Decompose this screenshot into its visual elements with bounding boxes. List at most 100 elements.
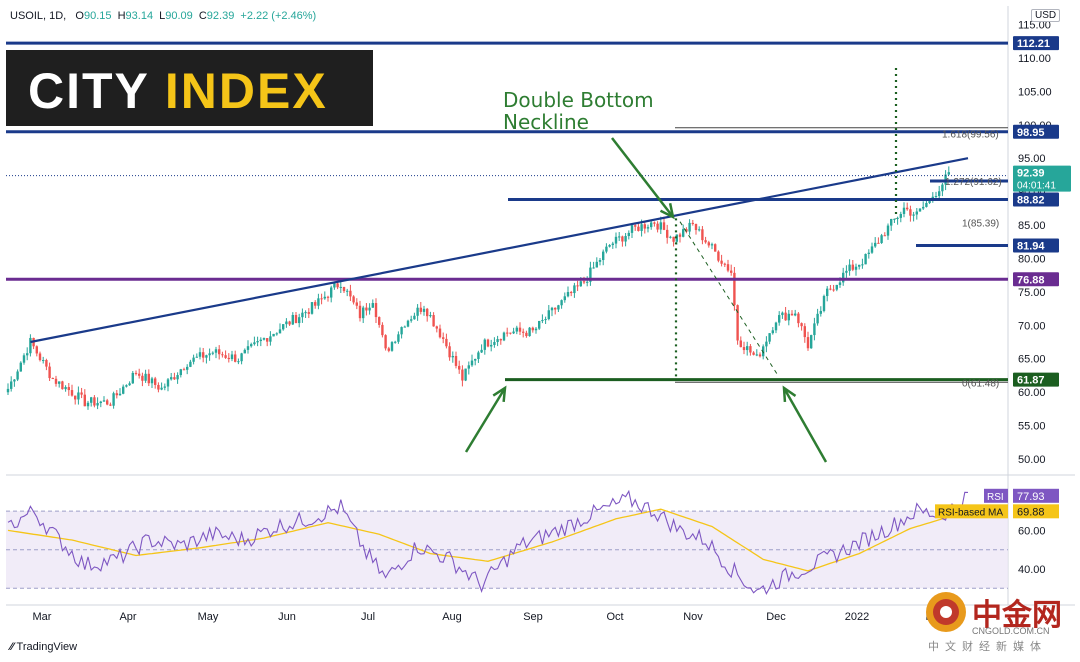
candle-body [234, 354, 237, 362]
candle-body [298, 317, 301, 324]
candle-body [698, 229, 701, 231]
candle-body [435, 326, 438, 329]
candle-body [42, 360, 45, 362]
candle-body [304, 312, 307, 314]
logo-word-index: INDEX [164, 63, 328, 119]
price-axis-tick: 55.00 [1018, 421, 1046, 433]
level-badge [1013, 372, 1059, 387]
candle-body [138, 373, 141, 376]
candle-body [733, 272, 736, 306]
candle-body [515, 327, 518, 332]
candle-body [592, 267, 595, 269]
candle-body [371, 303, 374, 308]
candle-body [534, 328, 538, 331]
candle-body [96, 403, 99, 406]
candle-body [707, 242, 710, 246]
level-badge [1013, 238, 1059, 253]
candle-body [714, 244, 717, 252]
candle-body [429, 315, 432, 317]
candle-body [938, 191, 941, 197]
candle-body [381, 324, 384, 336]
candle-body [160, 387, 163, 390]
candle-body [720, 260, 723, 264]
candle-body [755, 354, 758, 356]
candle-body [730, 270, 733, 273]
time-axis-label: Jul [361, 611, 375, 623]
candle-body [192, 357, 195, 362]
candle-body [323, 296, 326, 299]
currency-badge[interactable]: USD [1031, 9, 1061, 22]
candle-body [285, 321, 288, 325]
candle-body [490, 344, 493, 347]
candle-body [867, 252, 870, 254]
candle-body [282, 324, 285, 330]
candle-body [861, 264, 864, 266]
candle-body [688, 222, 691, 232]
arrow-to-neckline-head [659, 203, 675, 220]
candle-body [557, 305, 560, 310]
candle-body [262, 338, 266, 340]
candle-body [106, 400, 109, 405]
candle-body [854, 266, 858, 270]
candle-body [58, 381, 61, 384]
candle-body [672, 236, 675, 242]
candle-body [237, 361, 240, 363]
close-value: 92.39 [206, 10, 235, 22]
candle-body [822, 296, 826, 311]
candle-body [832, 289, 835, 291]
time-axis-label: Aug [442, 611, 462, 623]
candle-body [906, 207, 909, 210]
tradingview-brand[interactable]: ⁄⁄ TradingView [10, 641, 77, 653]
candle-body [163, 386, 166, 388]
measure-diagonal [679, 221, 779, 376]
candle-body [570, 292, 573, 294]
candle-body [813, 323, 816, 336]
candle-body [499, 339, 502, 341]
candle-body [170, 377, 173, 380]
candle-body [941, 184, 944, 192]
high-key: H [117, 10, 126, 22]
candle-body [51, 378, 54, 380]
candle-body [909, 209, 912, 216]
candle-body [752, 352, 755, 355]
candle-body [406, 320, 410, 327]
candle-body [858, 264, 861, 267]
open-value: 90.15 [83, 10, 112, 22]
close-key: C [198, 10, 207, 22]
candle-body [326, 296, 330, 298]
level-badge-label: 88.82 [1017, 194, 1045, 206]
candle-body [378, 317, 381, 325]
candle-body [301, 312, 304, 318]
candle-body [685, 229, 688, 232]
rising-trendline[interactable] [30, 157, 969, 344]
candle-body [650, 222, 653, 228]
candle-body [870, 246, 874, 253]
candle-body [522, 331, 525, 333]
arrow-second-bottom-head [782, 385, 797, 403]
candle-body [746, 346, 749, 351]
candle-body [528, 327, 531, 337]
candle-body [787, 313, 790, 321]
symbol-legend: USOIL, 1D, O90.15 H93.14 L90.09 C92.39 +… [10, 10, 319, 22]
candle-body [275, 333, 278, 335]
candle-body [829, 288, 832, 290]
candle-body [147, 373, 150, 384]
candle-body [458, 365, 461, 370]
candle-body [307, 312, 310, 314]
candle-body [166, 379, 170, 387]
candle-body [602, 251, 605, 261]
candle-body [608, 245, 611, 247]
candle-body [22, 355, 26, 363]
candle-body [128, 383, 131, 386]
candle-body [918, 208, 922, 212]
candle-body [506, 332, 509, 334]
candle-body [784, 312, 787, 321]
candle-body [419, 307, 422, 312]
fib-label: 1(85.39) [962, 218, 999, 229]
candle-body [362, 307, 365, 319]
candle-body [240, 353, 243, 362]
candle-body [618, 236, 621, 238]
candle-body [643, 224, 646, 229]
fib-label: 1.272(91.62) [945, 177, 1002, 188]
